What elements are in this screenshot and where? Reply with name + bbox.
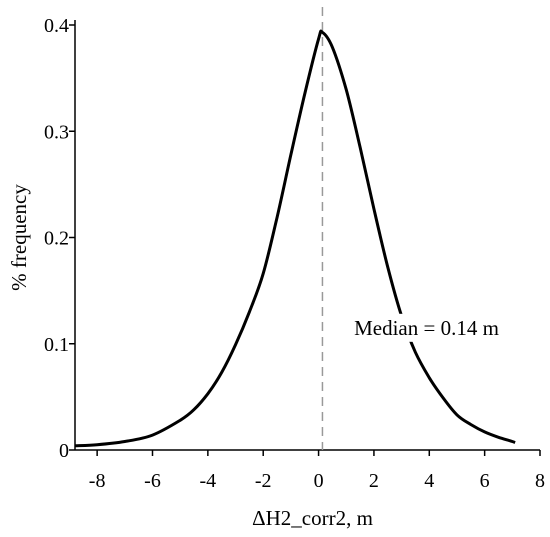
y-axis-title: % frequency [7, 184, 31, 291]
y-tick-label: 0.1 [44, 334, 69, 356]
x-tick-label: 6 [480, 470, 490, 492]
x-tick-label: 2 [369, 470, 379, 492]
y-tick-label: 0.3 [44, 121, 69, 143]
y-axis-ticks: 0 0.1 0.2 0.3 0.4 [44, 15, 75, 462]
x-tick-label: 0 [314, 470, 324, 492]
x-axis-ticks: -8 -6 -4 -2 0 2 4 6 8 [89, 450, 545, 492]
x-tick-label: 8 [535, 470, 545, 492]
series-line [74, 29, 516, 448]
annotation-background [350, 313, 503, 342]
x-tick-label: -6 [144, 470, 161, 492]
y-tick-label: 0.2 [44, 228, 69, 250]
x-tick-label: -4 [200, 470, 217, 492]
y-tick-label: 0 [59, 440, 69, 462]
x-tick-label: -2 [255, 470, 272, 492]
x-tick-label: -8 [89, 470, 106, 492]
x-axis-title: ΔH2_corr2, m [252, 506, 373, 530]
x-tick-label: 4 [424, 470, 434, 492]
y-tick-label: 0.4 [44, 15, 69, 37]
median-annotation: Median = 0.14 m [354, 316, 499, 340]
